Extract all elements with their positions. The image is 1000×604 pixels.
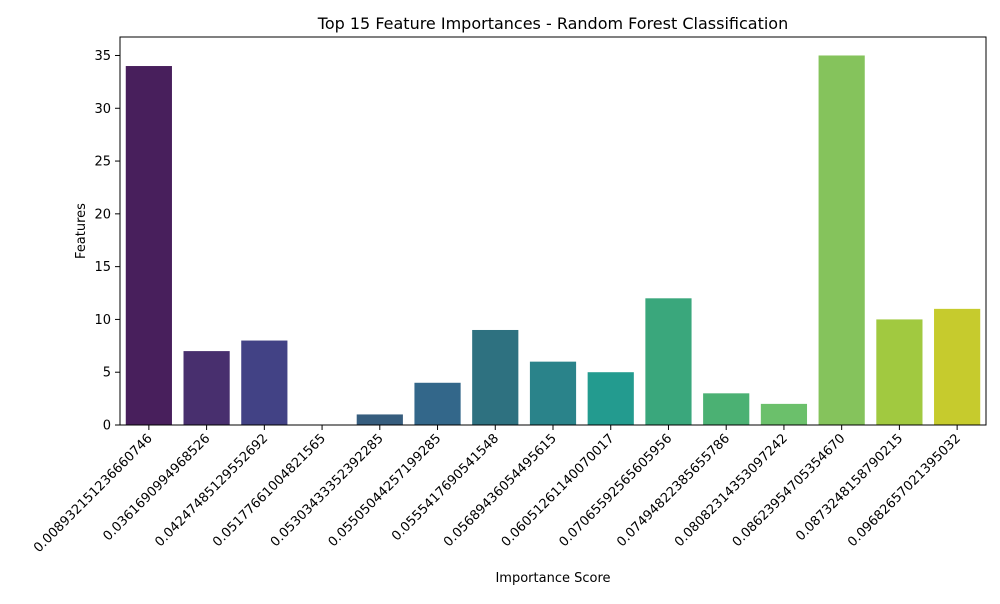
bar-6 — [472, 329, 519, 425]
x-tick-label: 0.08623954705354670 — [730, 431, 849, 550]
bar-5 — [414, 382, 461, 425]
y-tick-label: 0 — [103, 419, 111, 434]
x-tick-label: 0.008932151236660746 — [31, 431, 156, 556]
x-tick-label: 0.05689436054495615 — [441, 431, 560, 550]
plot-frame — [119, 36, 987, 426]
bar-13 — [876, 319, 923, 425]
x-tick-label: 0.05177661004821565 — [210, 431, 329, 550]
x-tick-label: 0.04247485129552692 — [152, 431, 271, 550]
x-tick-label: 0.07494822385655786 — [614, 431, 733, 550]
x-tick-label: 0.05303433352392285 — [268, 431, 387, 550]
bar-1 — [183, 351, 230, 425]
y-tick-label: 15 — [94, 260, 111, 275]
bar-7 — [529, 361, 577, 425]
bars-group — [125, 55, 981, 425]
bar-2 — [241, 340, 288, 425]
bar-0 — [125, 66, 172, 425]
bar-10 — [703, 393, 750, 425]
bar-14 — [934, 308, 981, 425]
y-tick-label: 35 — [94, 49, 111, 64]
x-axis-title: Importance Score — [495, 571, 610, 586]
y-tick-label: 20 — [94, 207, 111, 222]
bar-11 — [760, 403, 808, 425]
bar-4 — [356, 414, 403, 425]
y-tick-label: 25 — [94, 155, 111, 170]
x-tick-label: 0.07065592565605956 — [556, 431, 675, 550]
y-tick-label: 30 — [94, 102, 111, 117]
y-axis: 0 5 10 15 20 25 30 35 — [94, 49, 120, 434]
x-axis: 0.0089321512366607460.03616909949685260.… — [31, 425, 964, 556]
x-tick-label: 0.08082314353097242 — [672, 431, 791, 550]
bar-8 — [587, 372, 634, 425]
x-tick-label: 0.0361690994968526 — [100, 431, 213, 544]
x-tick-label: 0.0555417690541548 — [389, 431, 502, 544]
y-tick-label: 5 — [103, 366, 111, 381]
bar-9 — [645, 298, 692, 425]
x-tick-label: 0.09682657021395032 — [845, 431, 964, 550]
y-axis-title: Features — [74, 203, 89, 259]
x-tick-label: 0.05505044257199285 — [326, 431, 445, 550]
x-tick-label: 0.06051261140070017 — [499, 431, 618, 550]
bar-12 — [818, 55, 865, 425]
x-tick-label: 0.0873248158790215 — [793, 431, 906, 544]
y-tick-label: 10 — [94, 313, 111, 328]
chart-title: Top 15 Feature Importances - Random Fore… — [317, 14, 788, 33]
